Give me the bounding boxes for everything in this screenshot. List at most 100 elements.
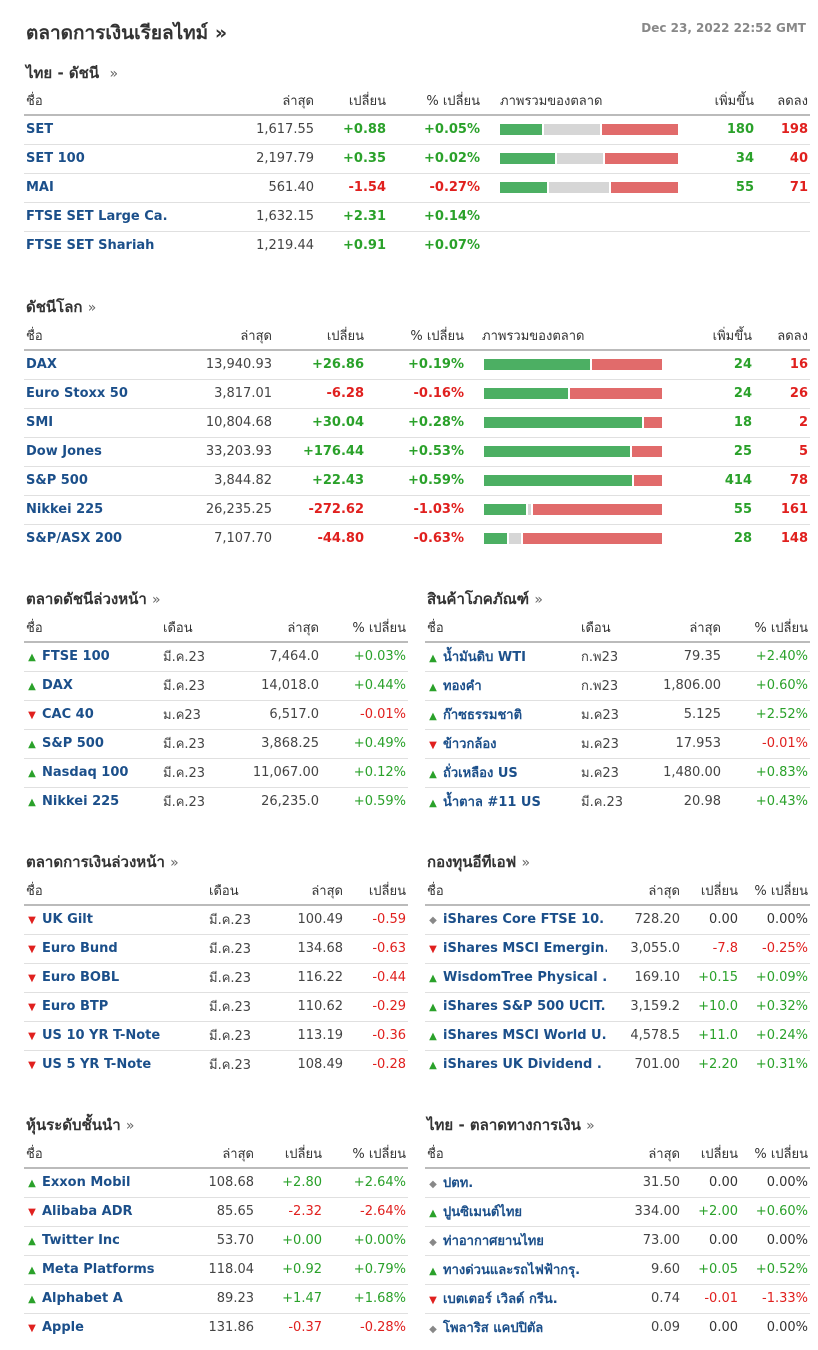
instrument-name-cell[interactable]: ▲ Nasdaq 100 — [24, 758, 161, 788]
instrument-name-cell[interactable]: ▼ ข้าวกล้อง — [425, 729, 579, 759]
instrument-name-link[interactable]: Meta Platforms — [42, 1262, 155, 1277]
instrument-name-cell[interactable]: ◆ iShares Core FTSE 10. — [425, 905, 607, 935]
instrument-name-cell[interactable]: ▲ Twitter Inc — [24, 1226, 184, 1256]
index-name-cell[interactable]: SMI — [24, 408, 174, 438]
index-name-link[interactable]: DAX — [26, 357, 57, 373]
instrument-name-cell[interactable]: ▲ S&P 500 — [24, 729, 161, 759]
instrument-name-link[interactable]: iShares S&P 500 UCIT. — [443, 999, 606, 1014]
instrument-name-cell[interactable]: ▲ WisdomTree Physical . — [425, 963, 607, 993]
instrument-name-link[interactable]: ถั่วเหลือง US — [443, 766, 518, 781]
instrument-name-link[interactable]: iShares UK Dividend . — [443, 1057, 602, 1073]
instrument-name-link[interactable]: iShares Core FTSE 10. — [443, 912, 605, 928]
instrument-name-cell[interactable]: ▼ US 10 YR T-Note — [24, 1021, 207, 1051]
instrument-name-link[interactable]: WisdomTree Physical . — [443, 970, 607, 985]
page-title[interactable]: ตลาดการเงินเรียลไทม์ » — [26, 22, 228, 44]
instrument-name-cell[interactable]: ▲ น้ำมันดิบ WTI — [425, 642, 579, 672]
instrument-name-link[interactable]: iShares MSCI World U. — [443, 1028, 607, 1043]
instrument-name-link[interactable]: US 5 YR T-Note — [42, 1057, 152, 1073]
instrument-name-cell[interactable]: ▼ UK Gilt — [24, 905, 207, 935]
index-name-link[interactable]: S&P/ASX 200 — [26, 531, 123, 547]
instrument-name-link[interactable]: Alibaba ADR — [42, 1204, 133, 1219]
instrument-name-cell[interactable]: ▲ FTSE 100 — [24, 642, 161, 672]
instrument-name-cell[interactable]: ▲ ก๊าซธรรมชาติ — [425, 700, 579, 730]
instrument-name-cell[interactable]: ▼ iShares MSCI Emergin. — [425, 934, 607, 964]
instrument-name-link[interactable]: Euro Bund — [42, 941, 118, 956]
instrument-name-link[interactable]: ปูนซิเมนต์ไทย — [443, 1205, 523, 1220]
instrument-name-link[interactable]: Nasdaq 100 — [42, 765, 129, 780]
section-title-commodities[interactable]: สินค้าโภคภัณฑ์ » — [427, 587, 543, 611]
instrument-name-link[interactable]: Alphabet A — [42, 1291, 123, 1306]
index-name-cell[interactable]: SET 100 — [24, 144, 194, 174]
index-name-cell[interactable]: S&P/ASX 200 — [24, 524, 174, 553]
instrument-name-cell[interactable]: ▲ ทางด่วนและรถไฟฟ้ากรุ. — [425, 1255, 607, 1285]
instrument-name-cell[interactable]: ▼ CAC 40 — [24, 700, 161, 730]
section-title-thai-money[interactable]: ไทย - ตลาดทางการเงิน » — [427, 1113, 595, 1137]
instrument-name-link[interactable]: Nikkei 225 — [42, 794, 120, 810]
instrument-name-cell[interactable]: ▼ Apple — [24, 1313, 184, 1342]
index-name-cell[interactable]: Nikkei 225 — [24, 495, 174, 525]
instrument-name-link[interactable]: Euro BOBL — [42, 970, 120, 985]
instrument-name-link[interactable]: FTSE 100 — [42, 649, 110, 665]
index-name-cell[interactable]: SET — [24, 115, 194, 145]
instrument-name-link[interactable]: S&P 500 — [42, 736, 104, 751]
instrument-name-cell[interactable]: ▲ ถั่วเหลือง US — [425, 758, 579, 788]
instrument-name-cell[interactable]: ▼ เบตเตอร์ เวิลด์ กรีน. — [425, 1284, 607, 1314]
index-name-link[interactable]: Euro Stoxx 50 — [26, 386, 128, 401]
instrument-name-cell[interactable]: ▼ Euro BTP — [24, 992, 207, 1022]
index-name-link[interactable]: Nikkei 225 — [26, 502, 104, 517]
index-name-link[interactable]: SMI — [26, 415, 54, 430]
instrument-name-cell[interactable]: ▼ US 5 YR T-Note — [24, 1050, 207, 1079]
instrument-name-cell[interactable]: ▲ Exxon Mobil — [24, 1168, 184, 1198]
instrument-name-link[interactable]: น้ำตาล #11 US — [443, 795, 541, 811]
index-name-link[interactable]: FTSE SET Shariah — [26, 238, 155, 254]
instrument-name-link[interactable]: โพลาริส แคปปิตัล — [443, 1321, 544, 1337]
instrument-name-cell[interactable]: ▼ Euro Bund — [24, 934, 207, 964]
instrument-name-cell[interactable]: ◆ ท่าอากาศยานไทย — [425, 1226, 607, 1256]
instrument-name-link[interactable]: Exxon Mobil — [42, 1175, 131, 1191]
instrument-name-link[interactable]: ปตท. — [443, 1176, 474, 1192]
section-title-index-futures[interactable]: ตลาดดัชนีล่วงหน้า » — [26, 587, 161, 611]
instrument-name-link[interactable]: Twitter Inc — [42, 1233, 120, 1248]
section-title-thai-index[interactable]: ไทย - ดัชนี » — [26, 61, 118, 85]
instrument-name-link[interactable]: ทางด่วนและรถไฟฟ้ากรุ. — [443, 1263, 581, 1278]
instrument-name-cell[interactable]: ▲ iShares S&P 500 UCIT. — [425, 992, 607, 1022]
index-name-cell[interactable]: S&P 500 — [24, 466, 174, 496]
instrument-name-link[interactable]: DAX — [42, 678, 73, 693]
index-name-link[interactable]: S&P 500 — [26, 473, 88, 488]
instrument-name-cell[interactable]: ▼ Alibaba ADR — [24, 1197, 184, 1227]
instrument-name-cell[interactable]: ▲ Nikkei 225 — [24, 787, 161, 816]
index-name-link[interactable]: FTSE SET Large Ca. — [26, 209, 168, 224]
instrument-name-cell[interactable]: ◆ โพลาริส แคปปิตัล — [425, 1313, 607, 1342]
instrument-name-cell[interactable]: ▲ iShares UK Dividend . — [425, 1050, 607, 1079]
instrument-name-cell[interactable]: ▼ Euro BOBL — [24, 963, 207, 993]
instrument-name-link[interactable]: ทองคำ — [443, 679, 482, 694]
index-name-link[interactable]: MAI — [26, 180, 54, 195]
instrument-name-link[interactable]: น้ำมันดิบ WTI — [443, 650, 526, 666]
instrument-name-cell[interactable]: ▲ DAX — [24, 671, 161, 701]
section-title-world-index[interactable]: ดัชนีโลก » — [26, 295, 96, 319]
section-title-blue-chips[interactable]: หุ้นระดับชั้นนำ » — [26, 1113, 134, 1137]
instrument-name-cell[interactable]: ▲ Meta Platforms — [24, 1255, 184, 1285]
instrument-name-cell[interactable]: ▲ Alphabet A — [24, 1284, 184, 1314]
index-name-cell[interactable]: Euro Stoxx 50 — [24, 379, 174, 409]
instrument-name-link[interactable]: ก๊าซธรรมชาติ — [443, 708, 523, 723]
index-name-link[interactable]: SET 100 — [26, 151, 85, 166]
instrument-name-link[interactable]: ท่าอากาศยานไทย — [443, 1234, 544, 1249]
instrument-name-cell[interactable]: ▲ น้ำตาล #11 US — [425, 787, 579, 816]
section-title-etfs[interactable]: กองทุนอีทีเอฟ » — [427, 850, 530, 874]
instrument-name-link[interactable]: เบตเตอร์ เวิลด์ กรีน. — [443, 1292, 558, 1307]
instrument-name-link[interactable]: iShares MSCI Emergin. — [443, 941, 607, 956]
index-name-cell[interactable]: FTSE SET Large Ca. — [24, 202, 194, 232]
index-name-cell[interactable]: Dow Jones — [24, 437, 174, 467]
instrument-name-link[interactable]: Euro BTP — [42, 999, 109, 1014]
instrument-name-cell[interactable]: ◆ ปตท. — [425, 1168, 607, 1198]
instrument-name-link[interactable]: CAC 40 — [42, 707, 94, 722]
instrument-name-link[interactable]: US 10 YR T-Note — [42, 1028, 161, 1043]
index-name-cell[interactable]: MAI — [24, 173, 194, 203]
section-title-bond-futures[interactable]: ตลาดการเงินล่วงหน้า » — [26, 850, 179, 874]
instrument-name-cell[interactable]: ▲ ทองคำ — [425, 671, 579, 701]
instrument-name-link[interactable]: ข้าวกล้อง — [443, 737, 497, 752]
instrument-name-link[interactable]: UK Gilt — [42, 912, 93, 928]
instrument-name-cell[interactable]: ▲ iShares MSCI World U. — [425, 1021, 607, 1051]
index-name-cell[interactable]: FTSE SET Shariah — [24, 231, 194, 260]
